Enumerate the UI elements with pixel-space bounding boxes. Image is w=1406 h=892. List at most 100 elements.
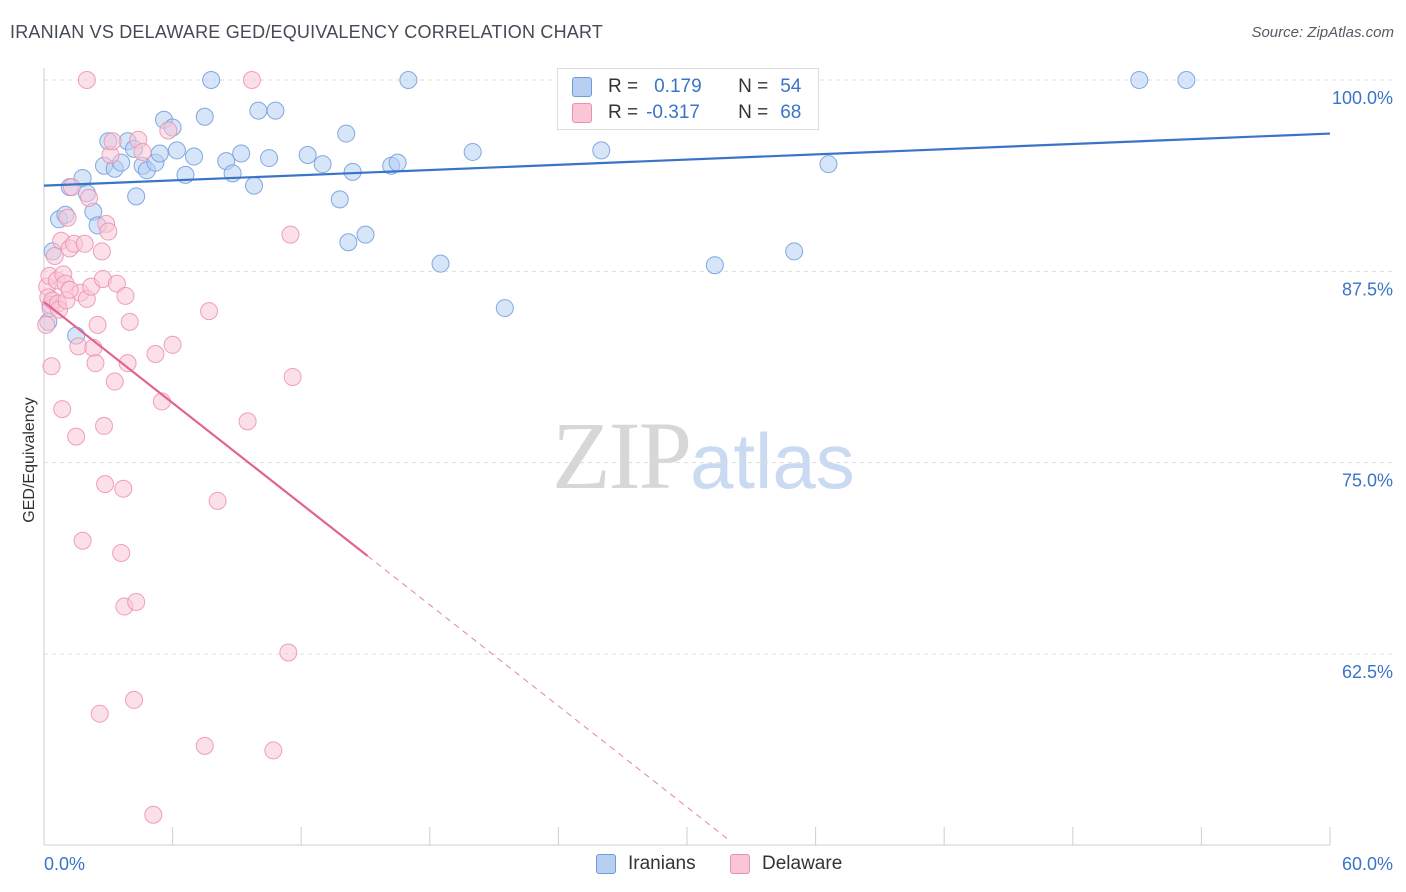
delaware-point [281, 225, 300, 244]
iranians-point [337, 124, 356, 143]
correlation-legend: R = 0.179 N = 54 R = -0.317 N = 68 [557, 68, 819, 130]
iranians-point [356, 225, 375, 244]
iranians-point [195, 107, 214, 126]
delaware-point [120, 312, 139, 331]
legend-item-iranians: Iranians [596, 851, 696, 877]
legend-swatch-delaware [730, 854, 750, 874]
legend-r-label: R = [608, 76, 639, 97]
iranians-point [127, 187, 146, 206]
iranians-point [260, 149, 279, 168]
delaware-point [86, 354, 105, 373]
legend-row-iranians: R = 0.179 N = 54 [572, 74, 801, 100]
legend-r-value: 0.179 [654, 76, 702, 97]
legend-label-delaware: Delaware [762, 853, 843, 874]
delaware-point [73, 531, 92, 550]
y-tick-label: 87.5% [1342, 279, 1393, 299]
iranians-point [167, 141, 186, 160]
iranians-point [705, 256, 724, 275]
legend-n-value: 54 [780, 76, 802, 97]
delaware-point [42, 357, 61, 376]
delaware-point [159, 121, 178, 140]
iranians-point [785, 242, 804, 261]
x-tick-label: 0.0% [44, 854, 85, 874]
delaware-point [264, 741, 283, 760]
delaware-point [45, 247, 64, 266]
delaware-point [146, 344, 165, 363]
delaware-point [37, 315, 56, 334]
delaware-point [58, 208, 77, 227]
watermark: ZIPatlas [552, 400, 855, 511]
iranians-point [313, 155, 332, 174]
delaware-point [238, 412, 257, 431]
iranians-point [339, 233, 358, 252]
y-tick-label: 62.5% [1342, 662, 1393, 682]
source-credit: Source: ZipAtlas.com [1251, 24, 1394, 41]
iranians-point [1177, 71, 1196, 89]
iranians-point [495, 299, 514, 318]
iranians-point [202, 71, 221, 89]
iranians-point [388, 153, 407, 172]
data-points [37, 71, 1196, 824]
delaware-point [279, 643, 298, 662]
delaware-trend-extension [367, 555, 731, 842]
iranians-point [245, 176, 264, 195]
delaware-point [114, 479, 133, 498]
delaware-point [144, 805, 163, 824]
iranians-point [232, 144, 251, 163]
delaware-point [95, 416, 114, 435]
iranians-point [592, 141, 611, 160]
delaware-point [75, 234, 94, 253]
watermark-atlas: atlas [690, 417, 855, 505]
delaware-point [200, 302, 219, 321]
y-tick-label: 100.0% [1332, 88, 1393, 108]
legend-label-iranians: Iranians [628, 853, 696, 874]
legend-r-label: R = [608, 102, 639, 123]
axes [43, 68, 1331, 846]
iranians-point [330, 190, 349, 209]
delaware-point [195, 736, 214, 755]
delaware-point [163, 335, 182, 354]
tick-labels: 62.5% 75.0% 87.5% 100.0% 0.0% 60.0% [44, 88, 1393, 874]
delaware-point [88, 315, 107, 334]
legend-row-delaware: R = -0.317 N = 68 [572, 100, 801, 126]
legend-r-value: -0.317 [646, 102, 700, 123]
delaware-point [67, 427, 86, 446]
delaware-point [99, 222, 118, 241]
delaware-point [283, 367, 302, 386]
delaware-point [53, 400, 72, 419]
delaware-point [208, 491, 227, 510]
y-tick-label: 75.0% [1342, 471, 1393, 491]
chart-title: IRANIAN VS DELAWARE GED/EQUIVALENCY CORR… [10, 22, 604, 42]
delaware-point [105, 372, 124, 391]
iranians-point [298, 146, 317, 165]
delaware-point [133, 142, 152, 161]
trend-lines [43, 132, 1331, 842]
delaware-point [118, 354, 137, 373]
iranians-point [1130, 71, 1149, 89]
delaware-point [107, 274, 126, 293]
delaware-point [92, 242, 111, 261]
delaware-point [77, 71, 96, 89]
iranians-point [399, 71, 418, 89]
legend-n-label: N = [738, 76, 769, 97]
legend-swatch-iranians [596, 854, 616, 874]
iranians-point [431, 254, 450, 273]
legend-n-value: 68 [780, 102, 802, 123]
delaware-point [60, 280, 79, 299]
iranians-point [463, 142, 482, 161]
legend-item-delaware: Delaware [730, 851, 842, 877]
delaware-point [69, 337, 88, 356]
iranians-point [150, 144, 169, 163]
iranians-point [185, 147, 204, 166]
y-axis-label: GED/Equivalency [21, 397, 38, 523]
legend-swatch-iranians [572, 77, 592, 97]
delaware-point [90, 704, 109, 723]
delaware-point [125, 690, 144, 709]
delaware-trend-line [43, 301, 369, 557]
iranians-trend-line [43, 132, 1331, 187]
delaware-point [242, 71, 261, 89]
delaware-point [127, 592, 146, 611]
delaware-point [96, 475, 115, 494]
delaware-point [116, 286, 135, 305]
